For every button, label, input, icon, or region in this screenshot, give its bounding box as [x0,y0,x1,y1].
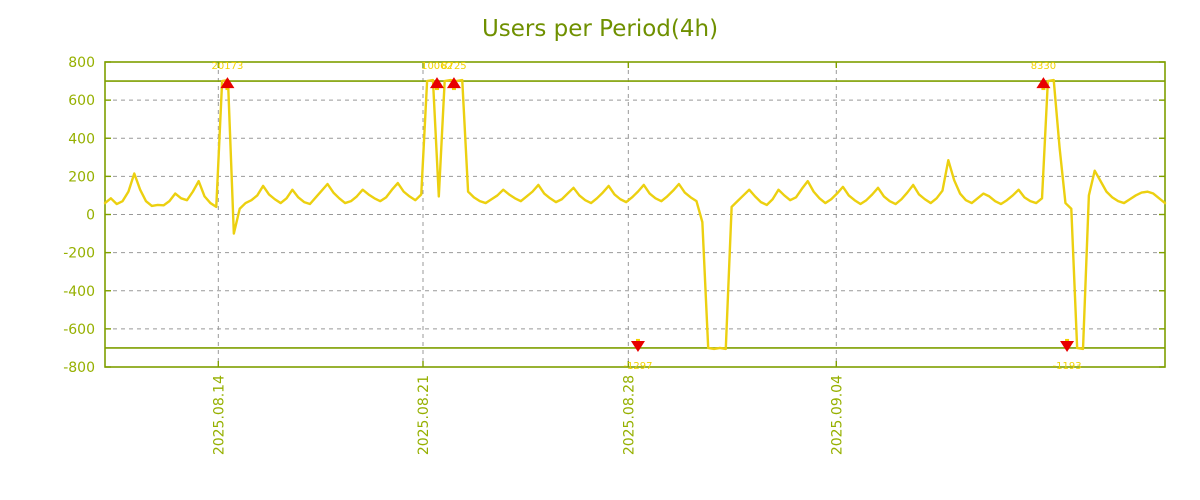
annotation-value-label: 8330 [1031,61,1056,72]
x-axis-tick-label: 2025.08.14 [211,375,227,455]
y-axis-tick-label: 600 [68,93,95,109]
y-axis-tick-label: 400 [68,131,95,147]
peak-marker-icon [220,77,235,89]
y-axis-tick-label: 200 [68,169,95,185]
x-axis-tick-label: 2025.08.21 [416,375,432,455]
y-axis-tick-label: -800 [63,360,95,376]
x-axis-tick-label: 2025.09.04 [829,375,845,455]
y-axis-tick-label: 0 [86,208,95,224]
chart-title: Users per Period(4h) [481,16,719,42]
annotation-value-label: -1297 [623,361,652,372]
series-polyline [103,78,1167,351]
gridlines-group [105,62,1165,367]
y-axis-tick-label: -200 [63,246,95,262]
peak-marker-icon [1036,77,1051,89]
threshold-lines-group [105,80,1165,349]
annotation-markers [220,77,1075,352]
annotation-value-label: 10062 [421,61,453,72]
x-axis-ticks: 2025.08.14 2025.08.21 2025.08.28 2025.09.04 [211,62,845,455]
x-axis-tick-label: 2025.08.28 [621,375,637,455]
y-axis-tick-label: -400 [63,284,95,300]
y-axis-tick-label: 800 [68,55,95,71]
trough-marker-icon [1060,340,1075,352]
annotation-value-label: 8725 [441,61,466,72]
y-axis-tick-label: -600 [63,322,95,338]
y-axis-ticks: 800 600 400 200 0 -200 -400 -600 -800 [63,55,1165,376]
peak-marker-icon [429,77,444,89]
trough-marker-icon [630,340,645,352]
peak-marker-icon [446,77,461,89]
data-series-line [103,78,1167,351]
annotation-value-label: 20173 [212,61,244,72]
annotation-value-label: -1193 [1053,361,1082,372]
